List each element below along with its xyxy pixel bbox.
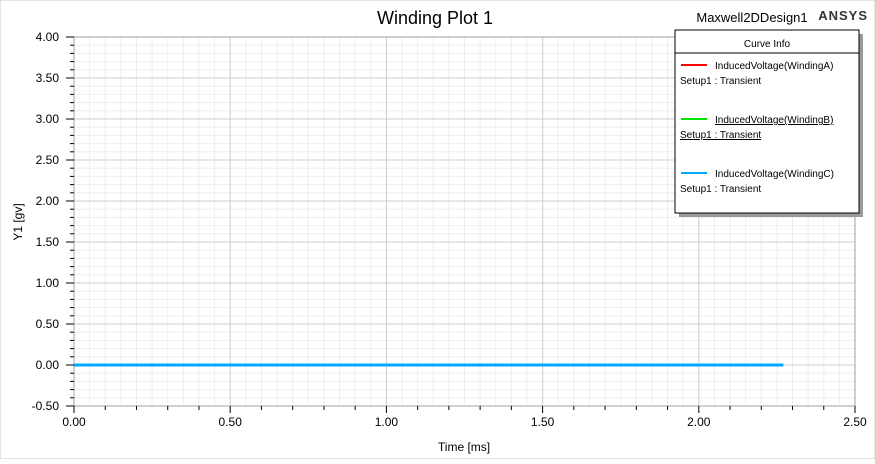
- y-tick-label: 3.50: [36, 71, 60, 85]
- design-name: Maxwell2DDesign1: [696, 10, 807, 25]
- ansys-logo: ANSYS: [818, 8, 868, 23]
- legend-setup-name: Setup1 : Transient: [680, 130, 761, 141]
- x-tick-label: 1.50: [531, 415, 555, 429]
- y-tick-label: 2.50: [36, 153, 60, 167]
- y-tick-label: 0.00: [36, 358, 60, 372]
- y-tick-label: 3.00: [36, 112, 60, 126]
- x-axis-tick-labels: 0.00 0.50 1.00 1.50 2.00 2.50: [62, 415, 867, 429]
- x-tick-label: 2.50: [843, 415, 867, 429]
- x-tick-label: 1.00: [375, 415, 399, 429]
- y-tick-label: 2.00: [36, 194, 60, 208]
- legend-box: [674, 29, 860, 214]
- x-tick-label: 2.00: [687, 415, 711, 429]
- chart-title: Winding Plot 1: [377, 8, 493, 28]
- y-tick-label: 1.00: [36, 276, 60, 290]
- plot-area-border: [73, 36, 856, 407]
- x-axis-ticks: [73, 406, 856, 413]
- legend-series-name: InducedVoltage(WindingC): [715, 169, 834, 180]
- legend-entries: InducedVoltage(WindingA) Setup1 : Transie…: [680, 61, 834, 195]
- x-axis-label: Time [ms]: [438, 440, 490, 454]
- y-axis-tick-labels: -0.50 0.00 0.50 1.00 1.50 2.00 2.50 3.00 3.50 4.0…: [32, 30, 60, 413]
- x-tick-label: 0.00: [62, 415, 86, 429]
- legend-series-name: InducedVoltage(WindingB): [715, 115, 833, 126]
- legend-title: Curve Info: [744, 39, 791, 50]
- x-tick-label: 0.50: [219, 415, 243, 429]
- legend-series-name: InducedVoltage(WindingA): [715, 61, 833, 72]
- y-tick-label: -0.50: [32, 399, 60, 413]
- y-axis-ticks: [66, 36, 74, 407]
- y-tick-label: 1.50: [36, 235, 60, 249]
- y-tick-label: 0.50: [36, 317, 60, 331]
- y-axis-label: Y1 [gv]: [11, 203, 25, 240]
- curve-info-legend[interactable]: Curve Info InducedVoltage(WindingA) Setup…: [674, 29, 863, 217]
- legend-setup-name: Setup1 : Transient: [680, 184, 761, 195]
- y-tick-label: 4.00: [36, 30, 60, 44]
- legend-setup-name: Setup1 : Transient: [680, 76, 761, 87]
